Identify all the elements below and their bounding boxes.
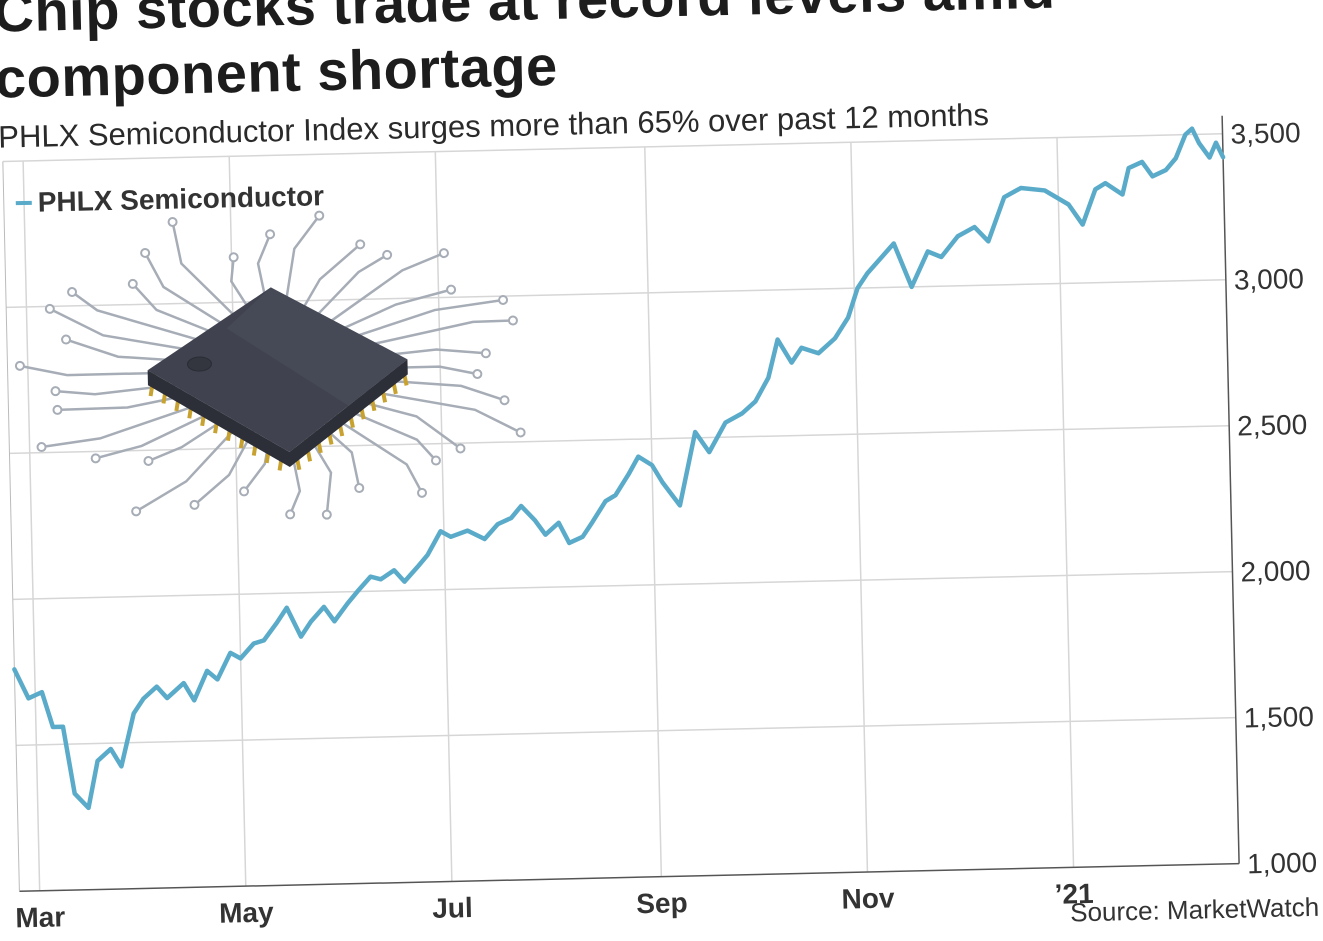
circuit-pad	[499, 395, 510, 406]
circuit-trace	[71, 290, 201, 342]
circuit-trace	[144, 252, 224, 325]
y-axis-line	[1221, 115, 1240, 864]
circuit-traces	[14, 210, 526, 520]
circuit-pad	[67, 287, 78, 298]
circuit-trace	[361, 388, 522, 434]
y-gridline	[16, 716, 1236, 747]
circuit-pad	[127, 278, 138, 289]
circuit-pad	[36, 442, 47, 453]
circuit-trace	[41, 402, 203, 449]
circuit-pad	[480, 348, 491, 359]
circuit-trace	[342, 288, 452, 330]
legend-label: PHLX Semiconductor	[37, 180, 324, 217]
circuit-pad	[417, 487, 428, 498]
y-gridline	[2, 133, 1223, 163]
circuit-trace	[131, 283, 211, 333]
series-lines	[12, 126, 1226, 811]
circuit-pad	[239, 486, 250, 497]
x-tick-label: Sep	[636, 887, 688, 919]
circuit-pad	[498, 294, 509, 305]
chip-body-highlight	[226, 287, 408, 406]
circuit-pad	[52, 404, 63, 415]
x-gridline	[434, 151, 453, 882]
circuit-pad	[472, 368, 483, 379]
circuit-pad	[131, 506, 142, 517]
circuit-pad	[265, 229, 276, 240]
circuit-trace	[171, 221, 238, 319]
y-tick-label: 3,500	[1230, 117, 1301, 150]
circuit-pad	[44, 303, 55, 314]
circuit-pad	[167, 216, 178, 227]
circuit-pad	[228, 252, 239, 263]
x-gridline	[644, 146, 663, 877]
circuit-pad	[143, 455, 154, 466]
circuit-trace	[95, 411, 213, 460]
y-gridline	[9, 424, 1230, 455]
chip-dot	[186, 356, 212, 372]
y-tick-label: 1,500	[1243, 701, 1314, 734]
y-tick-label: 3,000	[1234, 263, 1305, 296]
circuit-pad	[446, 284, 457, 295]
circuit-pad	[515, 427, 526, 438]
circuit-trace	[193, 427, 256, 506]
circuit-pad	[90, 453, 101, 464]
circuit-pad	[430, 455, 441, 466]
circuit-pad	[354, 483, 365, 494]
circuit-pad	[285, 509, 296, 520]
circuit-trace	[19, 364, 188, 377]
x-axis-line	[19, 862, 1240, 893]
circuit-trace	[332, 415, 424, 494]
y-tick-label: 1,000	[1247, 847, 1318, 880]
y-gridline	[6, 279, 1226, 309]
y-gridline	[12, 570, 1233, 601]
circuit-trace	[299, 243, 362, 313]
y-tick-label: 2,000	[1240, 555, 1311, 588]
circuit-pad	[314, 210, 325, 221]
circuit-pad	[355, 239, 366, 250]
x-axis-tick-labels: Mar May Jul Sep Nov ’21	[15, 878, 1094, 933]
x-gridline	[850, 142, 869, 873]
x-tick-label: Mar	[15, 901, 66, 933]
chip-body-side	[147, 359, 408, 468]
y-tick-label: 2,500	[1237, 409, 1308, 442]
circuit-trace	[283, 214, 321, 311]
circuit-trace	[360, 319, 514, 348]
circuit-trace	[147, 418, 226, 463]
x-gridline	[22, 160, 41, 891]
circuit-pad	[50, 386, 61, 397]
series-line	[12, 126, 1226, 811]
circuit-pad	[507, 315, 518, 326]
circuit-trace	[49, 307, 194, 352]
x-tick-label: Nov	[841, 882, 895, 914]
x-tick-label: ’21	[1054, 878, 1094, 910]
left-frame-line	[2, 161, 20, 892]
y-axis-tick-labels: 1,000 1,500 2,000 2,500 3,000 3,500	[1230, 117, 1317, 879]
circuit-pad	[438, 248, 449, 259]
gridlines	[2, 133, 1236, 891]
legend: PHLX Semiconductor	[15, 180, 324, 218]
circuit-pad	[14, 360, 25, 371]
circuit-pad	[61, 334, 72, 345]
plot-frame	[2, 115, 1240, 893]
circuit-pad	[382, 249, 393, 260]
circuit-pad	[455, 443, 466, 454]
circuit-trace	[344, 408, 437, 462]
circuit-trace	[230, 257, 253, 314]
source-note: Source: MarketWatch	[1069, 891, 1320, 928]
microchip-illustration	[14, 210, 526, 520]
circuit-trace	[330, 251, 445, 323]
x-tick-label: Jul	[432, 892, 473, 924]
circuit-trace	[135, 424, 240, 513]
circuit-trace	[315, 253, 388, 317]
circuit-pad	[321, 509, 332, 520]
circuit-pad	[189, 499, 200, 510]
circuit-trace	[354, 398, 462, 450]
x-gridline	[1056, 137, 1075, 868]
circuit-pad	[140, 247, 151, 258]
circuit-trace	[353, 298, 504, 339]
x-tick-label: May	[219, 897, 275, 929]
